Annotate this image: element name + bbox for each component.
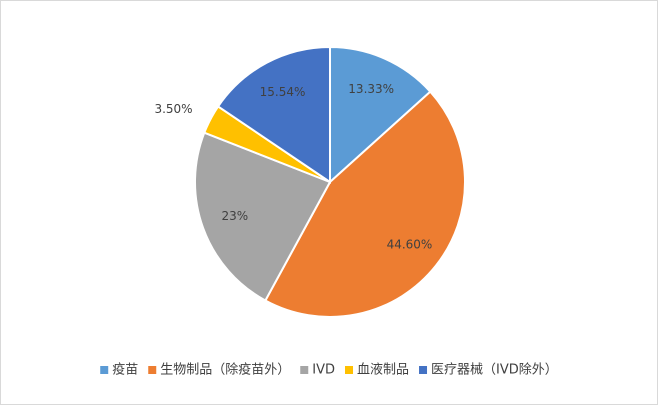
data-label: 44.60%: [387, 237, 433, 251]
pie-slice: [194, 131, 332, 302]
data-label: 3.50%: [154, 102, 192, 116]
legend-swatch: [148, 366, 157, 374]
legend-label: 医疗器械（IVD除外）: [431, 363, 558, 378]
legend: 疫苗 生物制品（除疫苗外） IVD 血液制品 医疗器械（IVD除外）: [100, 362, 558, 378]
legend-swatch: [419, 366, 428, 374]
data-label: 13.33%: [348, 82, 394, 96]
legend-label: 血液制品: [357, 363, 409, 378]
pie-slice: [216, 45, 331, 184]
pie: 13.33% 44.60% 23% 3.50% 15.54%: [154, 45, 466, 318]
legend-label: 生物制品（除疫苗外）: [160, 362, 290, 378]
data-label: 15.54%: [260, 85, 306, 99]
legend-label: IVD: [312, 363, 335, 378]
data-label: 23%: [222, 209, 249, 223]
legend-swatch: [300, 366, 309, 374]
legend-label: 疫苗: [112, 362, 138, 378]
legend-swatch: [345, 366, 354, 374]
legend-swatch: [100, 366, 109, 374]
pie-slice: [329, 45, 432, 185]
pie-slice: [263, 90, 466, 318]
